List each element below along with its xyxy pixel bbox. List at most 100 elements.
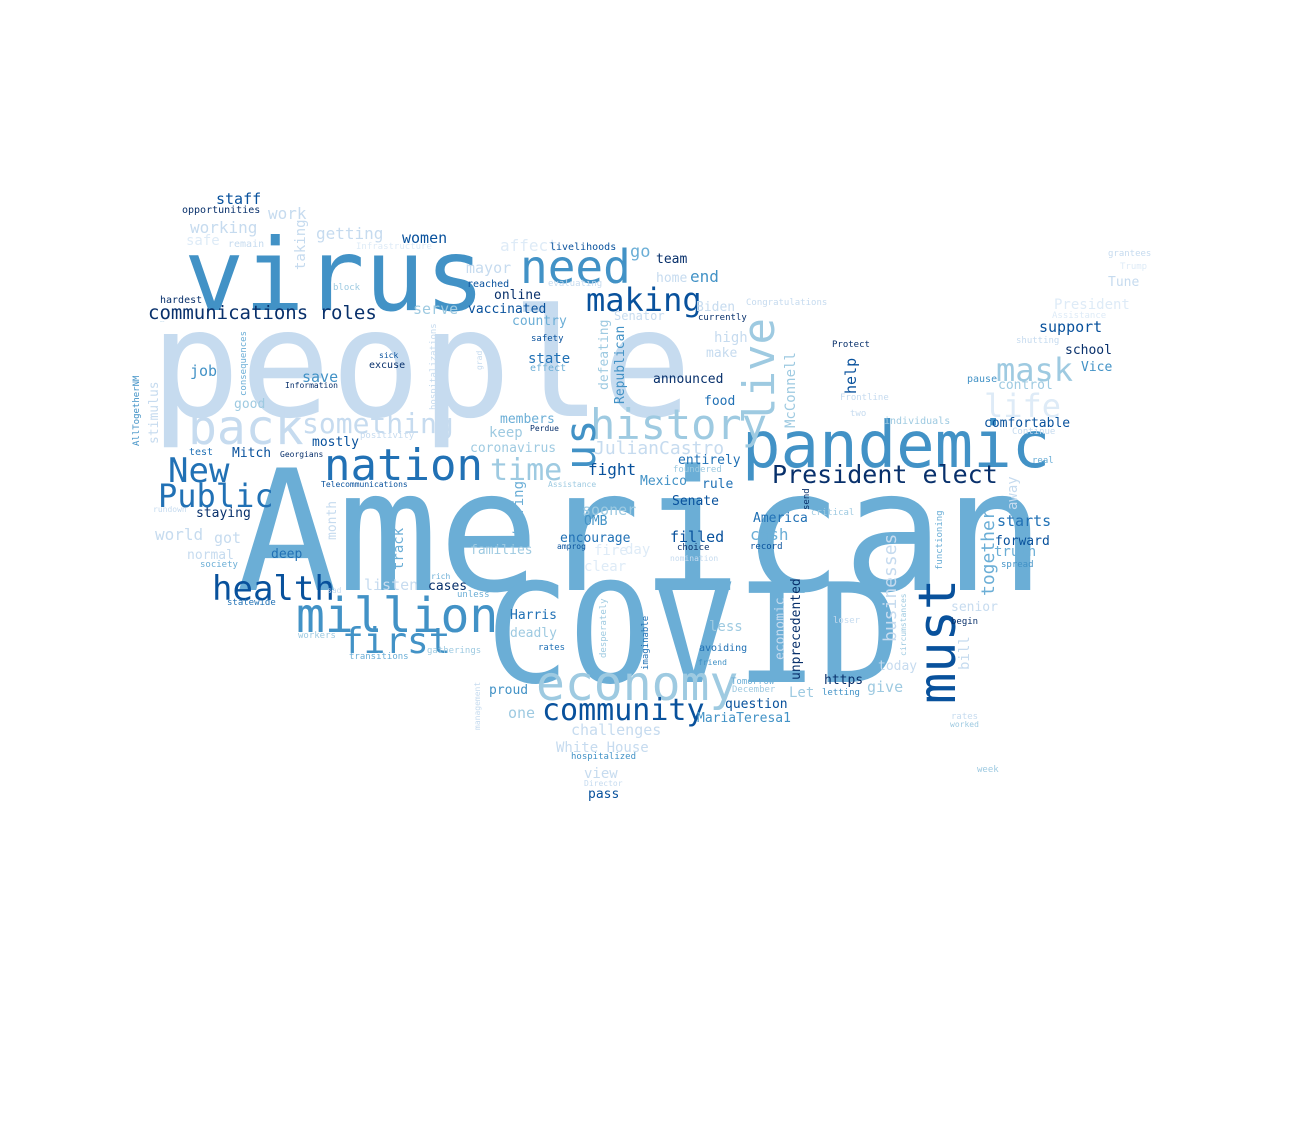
word-affect: affect xyxy=(500,236,558,255)
word-job: job xyxy=(190,362,218,380)
word-livelihoods: livelihoods xyxy=(550,242,617,253)
word-rates-small: rates xyxy=(951,712,979,722)
word-month: month xyxy=(325,500,340,540)
word-telecommunications: Telecommunications xyxy=(321,480,408,489)
word-unless: unless xyxy=(457,590,490,600)
word-proud: proud xyxy=(489,683,529,698)
word-critical: critical xyxy=(811,508,855,518)
word-track: track xyxy=(391,527,407,570)
word-sick: sick xyxy=(379,351,399,360)
word-assistance-top: Assistance xyxy=(1052,311,1107,321)
word-record: record xyxy=(750,542,783,552)
word-unprecedented: unprecedented xyxy=(789,578,804,680)
word-mayor: mayor xyxy=(466,259,512,277)
word-congratulations: Congratulations xyxy=(746,298,828,308)
word-functioning: functioning xyxy=(935,510,945,570)
word-letting: letting xyxy=(822,688,860,698)
word-businesses: businesses xyxy=(880,533,901,642)
word-economy: economy xyxy=(536,656,739,712)
word-choice: choice xyxy=(677,543,710,553)
word-director: Director xyxy=(584,779,623,788)
word-individuals: individuals xyxy=(884,416,951,427)
word-effect: effect xyxy=(530,363,567,374)
word-tune: Tune xyxy=(1108,275,1140,290)
word-virus: virus xyxy=(184,217,486,334)
word-online: online xyxy=(494,288,541,303)
word-announced: announced xyxy=(653,372,724,387)
word-need: need xyxy=(520,240,631,294)
word-senate: Senate xyxy=(672,494,719,509)
word-encourage: encourage xyxy=(560,531,631,546)
word-give: give xyxy=(867,678,904,696)
word-republican: Republican xyxy=(613,325,628,404)
word-team: team xyxy=(656,252,688,267)
word-day: day xyxy=(625,542,651,558)
word-getting: getting xyxy=(316,224,384,243)
word-wearing: Wearing xyxy=(511,480,527,540)
word-week: week xyxy=(977,765,999,775)
word-real: real xyxy=(1032,456,1054,466)
word-control: control xyxy=(998,378,1053,393)
word-view: view xyxy=(584,766,618,782)
word-let: Let xyxy=(789,685,815,701)
word-women: women xyxy=(402,229,448,247)
word-listen: listen xyxy=(364,576,419,594)
word-people: people xyxy=(150,278,692,452)
word-coronavirus: coronavirus xyxy=(470,441,557,456)
word-sooner: sooner xyxy=(582,501,637,519)
word-rich: rich xyxy=(431,572,451,581)
word-pause: pause xyxy=(967,374,998,385)
word-america: America xyxy=(753,511,808,526)
word-information: Information xyxy=(285,381,338,390)
word-grad: grad xyxy=(475,350,484,370)
word-circumstances: circumstances xyxy=(899,593,908,656)
word-begin: begin xyxy=(951,617,979,627)
word-two: two xyxy=(850,409,867,419)
word-pandemic: pandemic xyxy=(742,409,1051,483)
word-covid: COVID xyxy=(486,554,902,715)
word-tomorrow: Tomorrow xyxy=(731,677,775,687)
word-families: families xyxy=(470,543,533,558)
word-food: food xyxy=(704,394,736,409)
word-serve: serve xyxy=(413,300,459,318)
word-consequences: consequences xyxy=(239,330,249,396)
word-senior: senior xyxy=(951,600,998,615)
word-https: https xyxy=(824,673,864,688)
word-economic: economic xyxy=(773,597,788,660)
word-deadly: deadly xyxy=(510,626,557,641)
word-gatherings: gatherings xyxy=(427,646,482,656)
word-transitions: transitions xyxy=(349,652,409,662)
word-members: members xyxy=(500,412,555,427)
word-shutting: shutting xyxy=(1016,336,1060,346)
word-test: test xyxy=(189,447,214,458)
word-imaginable: imaginable xyxy=(641,615,651,670)
word-comfortable: comfortable xyxy=(984,416,1071,431)
word-hardest: hardest xyxy=(160,295,203,306)
word-rule: rule xyxy=(702,477,734,492)
word-grantees: grantees xyxy=(1108,249,1152,259)
word-avoiding: avoiding xyxy=(699,643,748,654)
word-work: work xyxy=(268,204,307,223)
word-country: country xyxy=(512,314,567,329)
word-mexico: Mexico xyxy=(640,474,687,489)
word-state: state xyxy=(528,351,571,367)
word-pass: pass xyxy=(588,787,620,802)
word-society: society xyxy=(200,560,238,570)
word-spread: spread xyxy=(1001,560,1034,570)
word-deep: deep xyxy=(271,547,303,562)
word-first: first xyxy=(342,621,451,662)
word-keep: keep xyxy=(489,425,523,441)
word-georgians: Georgians xyxy=(280,450,324,459)
word-staff: staff xyxy=(216,190,262,208)
word-evaluating: evaluating xyxy=(548,279,603,289)
word-something: something xyxy=(302,407,454,440)
word-loser: loser xyxy=(833,616,861,626)
word-help: help xyxy=(842,357,860,394)
word-senator: Senator xyxy=(614,309,665,323)
word-good: good xyxy=(234,397,266,412)
word-new: New xyxy=(168,451,230,491)
word-cash: cash xyxy=(750,525,789,544)
word-defeating: defeating xyxy=(597,319,612,390)
word-clear: clear xyxy=(584,559,627,575)
